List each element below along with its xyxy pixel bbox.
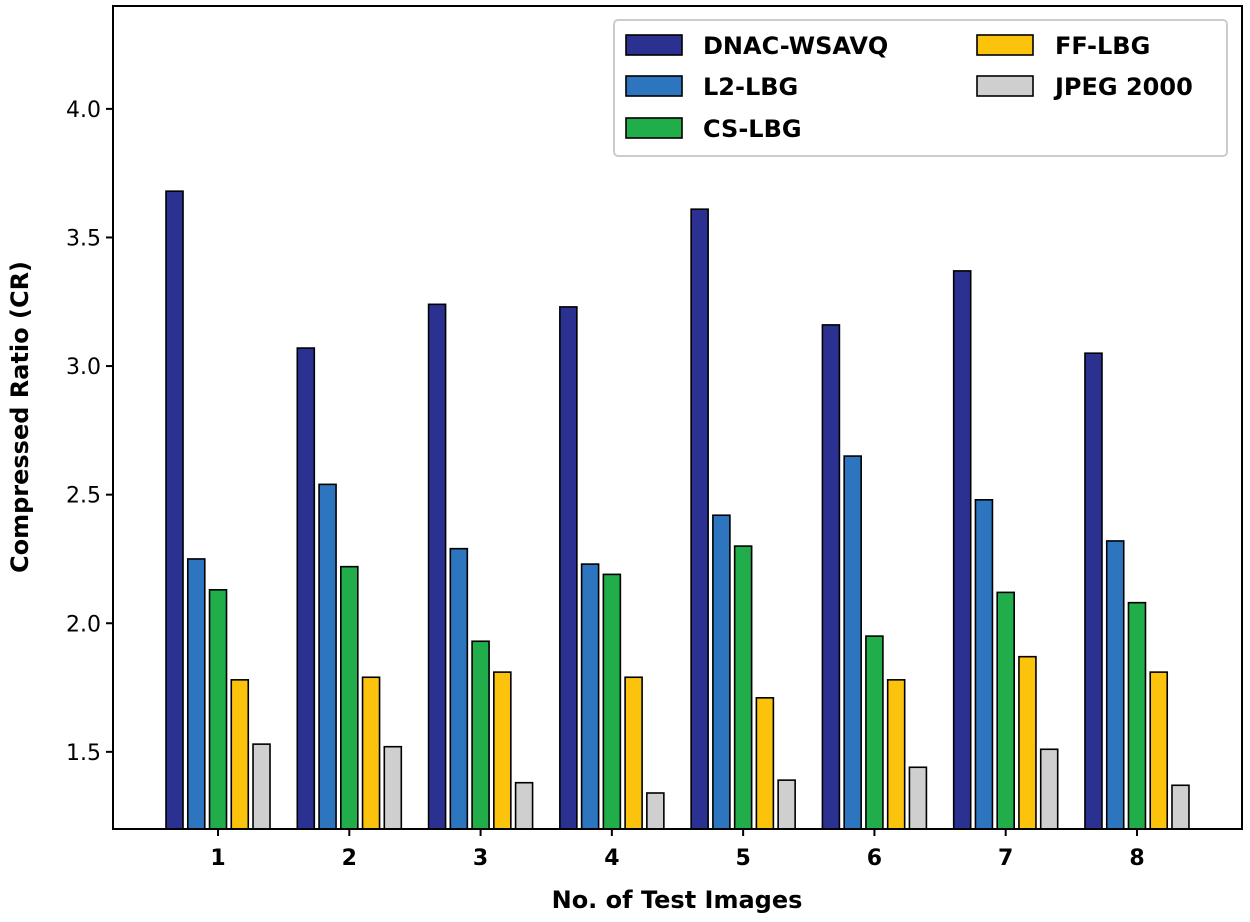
bar-ff-lbg-5 xyxy=(755,697,775,830)
bar-l2-lbg-3 xyxy=(449,547,469,830)
plot-frame xyxy=(112,5,1243,830)
y-tick-label: 1.5 xyxy=(66,741,101,766)
y-tick-label: 3.0 xyxy=(66,355,101,380)
bar-jpeg-2000-6 xyxy=(908,766,928,830)
legend-swatch-dnac-wsavq xyxy=(625,34,683,56)
bar-cs-lbg-5 xyxy=(733,545,753,830)
legend-label: L2-LBG xyxy=(703,73,798,101)
bar-l2-lbg-8 xyxy=(1105,540,1125,830)
bar-dnac-wsavq-7 xyxy=(952,270,972,830)
bar-ff-lbg-2 xyxy=(361,676,381,830)
bar-cs-lbg-8 xyxy=(1127,601,1147,830)
bar-dnac-wsavq-4 xyxy=(559,306,578,830)
bar-cs-lbg-1 xyxy=(208,589,228,830)
x-tick-label: 1 xyxy=(210,846,225,871)
legend-label: FF-LBG xyxy=(1055,32,1150,60)
x-tick-label: 4 xyxy=(604,846,619,871)
bar-l2-lbg-1 xyxy=(186,558,206,830)
y-tick-label: 2.5 xyxy=(66,484,101,509)
y-tick-label: 4.0 xyxy=(66,98,101,123)
bar-dnac-wsavq-1 xyxy=(165,190,184,830)
bar-ff-lbg-3 xyxy=(493,671,512,830)
legend-box xyxy=(613,19,1228,157)
bar-cs-lbg-3 xyxy=(471,640,490,830)
legend-swatch-cs-lbg xyxy=(625,117,683,139)
legend-swatch-jpeg-2000 xyxy=(976,75,1034,97)
bar-jpeg-2000-8 xyxy=(1171,784,1190,830)
x-tick-label: 5 xyxy=(735,846,750,871)
bar-jpeg-2000-2 xyxy=(383,745,403,830)
bar-jpeg-2000-7 xyxy=(1039,748,1059,830)
bar-dnac-wsavq-3 xyxy=(427,303,447,830)
bar-ff-lbg-8 xyxy=(1149,671,1169,830)
bar-l2-lbg-2 xyxy=(318,483,337,830)
y-axis-label: Compressed Ratio (CR) xyxy=(6,261,34,573)
x-tick-label: 2 xyxy=(342,846,357,871)
bar-l2-lbg-7 xyxy=(974,498,994,830)
bar-l2-lbg-4 xyxy=(580,563,600,830)
legend-label: JPEG 2000 xyxy=(1053,73,1193,101)
bar-dnac-wsavq-5 xyxy=(690,208,709,830)
bar-cs-lbg-6 xyxy=(865,635,884,830)
bar-dnac-wsavq-6 xyxy=(821,324,841,830)
bar-l2-lbg-5 xyxy=(712,514,731,830)
y-tick-label: 3.5 xyxy=(66,226,101,251)
x-tick-label: 3 xyxy=(473,846,488,871)
y-axis-ticks: 1.5 2.0 2.5 3.0 3.5 4.0 xyxy=(66,98,113,766)
bar-ff-lbg-1 xyxy=(230,679,250,830)
bar-l2-lbg-6 xyxy=(843,455,862,830)
bar-dnac-wsavq-8 xyxy=(1084,352,1103,830)
x-axis-label: No. of Test Images xyxy=(552,886,803,914)
bar-jpeg-2000-4 xyxy=(646,792,665,830)
bar-ff-lbg-4 xyxy=(624,676,643,830)
bar-ff-lbg-6 xyxy=(886,679,906,830)
bar-ff-lbg-7 xyxy=(1018,655,1037,830)
legend-swatch-l2-lbg xyxy=(625,75,683,97)
x-tick-label: 7 xyxy=(998,846,1013,871)
bars-layer xyxy=(165,190,1190,830)
legend-label: DNAC-WSAVQ xyxy=(703,32,888,60)
bar-cs-lbg-4 xyxy=(602,573,622,830)
x-axis-ticks: 1 2 3 4 5 6 7 8 xyxy=(210,829,1145,871)
bar-jpeg-2000-3 xyxy=(514,781,534,830)
bar-jpeg-2000-5 xyxy=(777,779,796,830)
legend-swatch-ff-lbg xyxy=(976,34,1034,56)
x-tick-label: 6 xyxy=(867,846,882,871)
bar-cs-lbg-7 xyxy=(996,591,1015,830)
bar-dnac-wsavq-2 xyxy=(296,347,316,830)
x-tick-label: 8 xyxy=(1129,846,1144,871)
legend-label: CS-LBG xyxy=(703,115,802,143)
legend: DNAC-WSAVQ L2-LBG CS-LBG FF-LBG JPEG 2000 xyxy=(613,19,1228,157)
bar-jpeg-2000-1 xyxy=(252,743,271,830)
y-tick-label: 2.0 xyxy=(66,612,101,637)
bar-cs-lbg-2 xyxy=(340,565,359,830)
